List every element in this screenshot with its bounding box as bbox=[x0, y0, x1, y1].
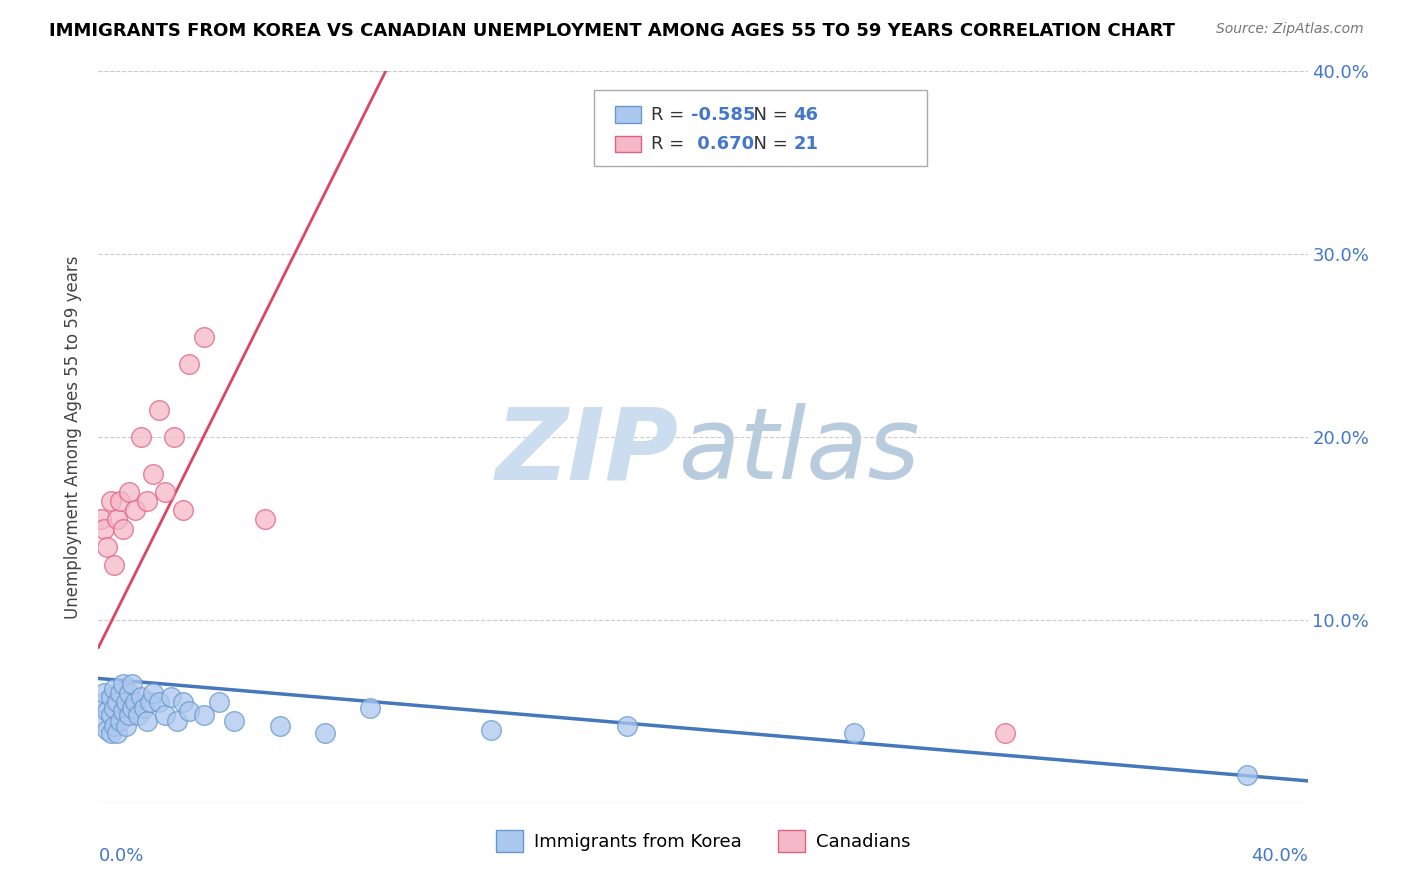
Point bbox=[118, 708, 141, 723]
Point bbox=[93, 686, 115, 700]
Point bbox=[481, 723, 503, 737]
Point bbox=[148, 402, 170, 417]
Point bbox=[142, 467, 165, 481]
Point bbox=[103, 719, 125, 733]
Text: 21: 21 bbox=[793, 135, 818, 153]
Point bbox=[135, 494, 157, 508]
Point bbox=[96, 540, 118, 554]
Point bbox=[105, 726, 128, 740]
Point bbox=[179, 705, 201, 719]
Point bbox=[103, 558, 125, 573]
Point bbox=[111, 521, 134, 535]
Point bbox=[127, 708, 149, 723]
Point bbox=[148, 695, 170, 709]
Text: IMMIGRANTS FROM KOREA VS CANADIAN UNEMPLOYMENT AMONG AGES 55 TO 59 YEARS CORRELA: IMMIGRANTS FROM KOREA VS CANADIAN UNEMPL… bbox=[49, 22, 1175, 40]
Point bbox=[224, 714, 246, 728]
Point bbox=[208, 695, 231, 709]
FancyBboxPatch shape bbox=[595, 90, 927, 167]
Point bbox=[132, 700, 155, 714]
Point bbox=[139, 695, 162, 709]
Point bbox=[108, 714, 131, 728]
Point bbox=[118, 686, 141, 700]
Point bbox=[121, 677, 143, 691]
Text: R =: R = bbox=[651, 135, 690, 153]
Text: N =: N = bbox=[742, 135, 793, 153]
Point bbox=[172, 503, 194, 517]
Point bbox=[100, 690, 122, 704]
Point bbox=[103, 682, 125, 697]
Y-axis label: Unemployment Among Ages 55 to 59 years: Unemployment Among Ages 55 to 59 years bbox=[65, 255, 83, 619]
Point bbox=[118, 485, 141, 500]
Point bbox=[90, 714, 112, 728]
Point bbox=[269, 719, 291, 733]
Point bbox=[124, 503, 146, 517]
Text: Source: ZipAtlas.com: Source: ZipAtlas.com bbox=[1216, 22, 1364, 37]
Point bbox=[129, 690, 152, 704]
Point bbox=[108, 494, 131, 508]
Point bbox=[166, 714, 188, 728]
Text: 40.0%: 40.0% bbox=[1251, 847, 1308, 864]
Text: 0.670: 0.670 bbox=[690, 135, 754, 153]
Point bbox=[153, 485, 176, 500]
Point bbox=[114, 695, 136, 709]
Point bbox=[90, 512, 112, 526]
Point bbox=[179, 357, 201, 371]
Text: N =: N = bbox=[742, 105, 793, 123]
Text: R =: R = bbox=[651, 105, 690, 123]
Point bbox=[121, 700, 143, 714]
Point bbox=[193, 708, 215, 723]
Point bbox=[124, 695, 146, 709]
Point bbox=[172, 695, 194, 709]
Point bbox=[163, 430, 186, 444]
Point bbox=[844, 726, 866, 740]
Point bbox=[108, 686, 131, 700]
Point bbox=[96, 705, 118, 719]
FancyBboxPatch shape bbox=[614, 136, 641, 152]
Point bbox=[314, 726, 336, 740]
Point bbox=[129, 430, 152, 444]
Text: 46: 46 bbox=[793, 105, 818, 123]
Text: -0.585: -0.585 bbox=[690, 105, 755, 123]
Point bbox=[360, 700, 382, 714]
Legend: Immigrants from Korea, Canadians: Immigrants from Korea, Canadians bbox=[489, 823, 917, 860]
Text: ZIP: ZIP bbox=[496, 403, 679, 500]
Point bbox=[105, 512, 128, 526]
Point bbox=[96, 723, 118, 737]
Point bbox=[100, 494, 122, 508]
Point bbox=[111, 677, 134, 691]
Point bbox=[160, 690, 183, 704]
Point bbox=[93, 521, 115, 535]
Point bbox=[153, 708, 176, 723]
Point bbox=[193, 329, 215, 343]
Point bbox=[142, 686, 165, 700]
Point bbox=[616, 719, 638, 733]
FancyBboxPatch shape bbox=[614, 106, 641, 122]
Point bbox=[100, 708, 122, 723]
Point bbox=[994, 726, 1017, 740]
Point bbox=[100, 726, 122, 740]
Point bbox=[114, 719, 136, 733]
Point bbox=[135, 714, 157, 728]
Point bbox=[111, 705, 134, 719]
Text: 0.0%: 0.0% bbox=[98, 847, 143, 864]
Text: atlas: atlas bbox=[679, 403, 921, 500]
Point bbox=[103, 700, 125, 714]
Point bbox=[105, 695, 128, 709]
Point bbox=[93, 695, 115, 709]
Point bbox=[1236, 768, 1258, 782]
Point bbox=[253, 512, 276, 526]
